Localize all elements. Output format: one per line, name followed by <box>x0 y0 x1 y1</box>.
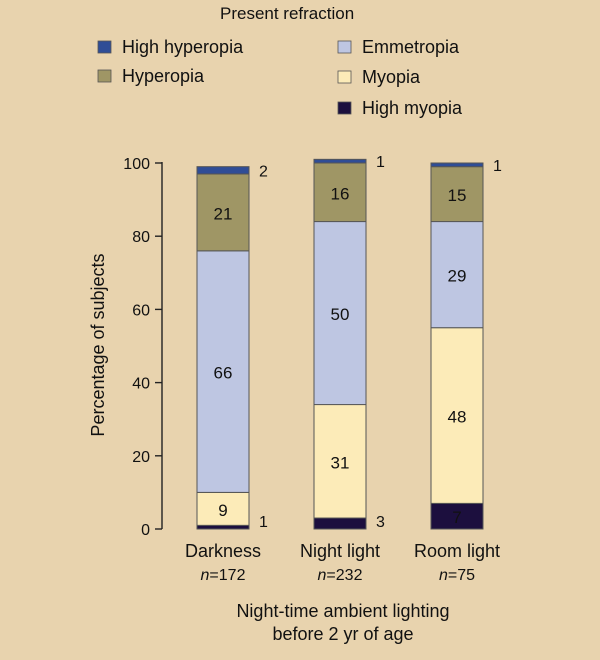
legend-item-myopia: Myopia <box>337 67 421 87</box>
segment-myopia <box>196 491 250 526</box>
legend-label: High hyperopia <box>122 37 244 57</box>
sample-size-label: n=75 <box>439 567 475 584</box>
data-label-high-hyperopia: 1 <box>493 158 502 175</box>
segment-high-myopia <box>196 524 250 530</box>
segment-high-hyperopia <box>196 166 250 175</box>
legend-title: Present refraction <box>220 4 354 23</box>
data-label-emmetropia: 29 <box>448 267 467 286</box>
legend-label: High myopia <box>362 98 463 118</box>
legend-item-hyperopia: Hyperopia <box>97 66 205 86</box>
bars: 1 9 66 21 2 Darkness n=172 3 31 50 16 1 Night light n… <box>185 154 502 584</box>
y-tick-label: 80 <box>132 229 150 246</box>
bar-night-light: 3 31 50 16 1 <box>313 154 385 531</box>
segment-high-hyperopia <box>313 158 367 164</box>
legend-swatch <box>337 70 352 84</box>
data-label-high-myopia: 3 <box>376 514 385 531</box>
x-axis-label-line-1: Night-time ambient lighting <box>236 601 449 621</box>
x-tick-label: Night light <box>300 541 380 561</box>
bar-room-light: 7 48 29 15 1 <box>430 158 502 530</box>
segment-emmetropia <box>196 250 250 493</box>
segment-myopia <box>313 404 367 519</box>
x-tick-label: Room light <box>414 541 500 561</box>
y-tick-label: 40 <box>132 376 150 393</box>
axes: 0 20 40 60 80 100 <box>123 156 163 539</box>
segment-hyperopia <box>196 173 250 252</box>
data-label-myopia: 31 <box>331 453 350 472</box>
data-label-hyperopia: 16 <box>331 184 350 203</box>
data-label-high-myopia: 1 <box>259 514 268 531</box>
data-label-myopia: 9 <box>218 501 227 520</box>
data-label-emmetropia: 66 <box>214 364 233 383</box>
sample-size-label: n=232 <box>318 567 363 584</box>
x-tick-label: Darkness <box>185 541 261 561</box>
legend: High hyperopia Hyperopia Emmetropia Myopia H… <box>97 37 463 118</box>
y-axis-label: Percentage of subjects <box>88 253 108 436</box>
data-label-emmetropia: 50 <box>331 305 350 324</box>
y-tick-label: 100 <box>123 156 150 173</box>
legend-label: Hyperopia <box>122 66 205 86</box>
data-label-hyperopia: 15 <box>448 186 467 205</box>
legend-item-high-myopia: High myopia <box>337 98 463 118</box>
segment-high-hyperopia <box>430 162 484 168</box>
legend-swatch <box>337 101 352 115</box>
data-label-myopia: 48 <box>448 408 467 427</box>
data-label-hyperopia: 21 <box>214 204 233 223</box>
segment-myopia <box>430 327 484 504</box>
segment-emmetropia <box>313 221 367 406</box>
segment-high-myopia <box>313 517 367 530</box>
data-label-high-hyperopia: 2 <box>259 163 268 180</box>
y-tick-label: 0 <box>141 522 150 539</box>
legend-swatch <box>337 40 352 54</box>
legend-swatch <box>97 40 112 54</box>
legend-item-high-hyperopia: High hyperopia <box>97 37 244 57</box>
y-tick-label: 60 <box>132 302 150 319</box>
segment-hyperopia <box>430 166 484 223</box>
sample-size-label: n=172 <box>201 567 246 584</box>
legend-swatch <box>97 69 112 83</box>
segment-hyperopia <box>313 162 367 223</box>
data-label-high-hyperopia: 1 <box>376 154 385 171</box>
y-tick-label: 20 <box>132 449 150 466</box>
x-axis-label-line-2: before 2 yr of age <box>272 624 413 644</box>
data-label-high-myopia: 7 <box>452 508 461 527</box>
segment-high-myopia <box>430 502 484 530</box>
legend-label: Myopia <box>362 67 421 87</box>
legend-label: Emmetropia <box>362 37 460 57</box>
legend-item-emmetropia: Emmetropia <box>337 37 460 57</box>
bar-darkness: 1 9 66 21 2 <box>196 163 268 531</box>
segment-emmetropia <box>430 221 484 329</box>
